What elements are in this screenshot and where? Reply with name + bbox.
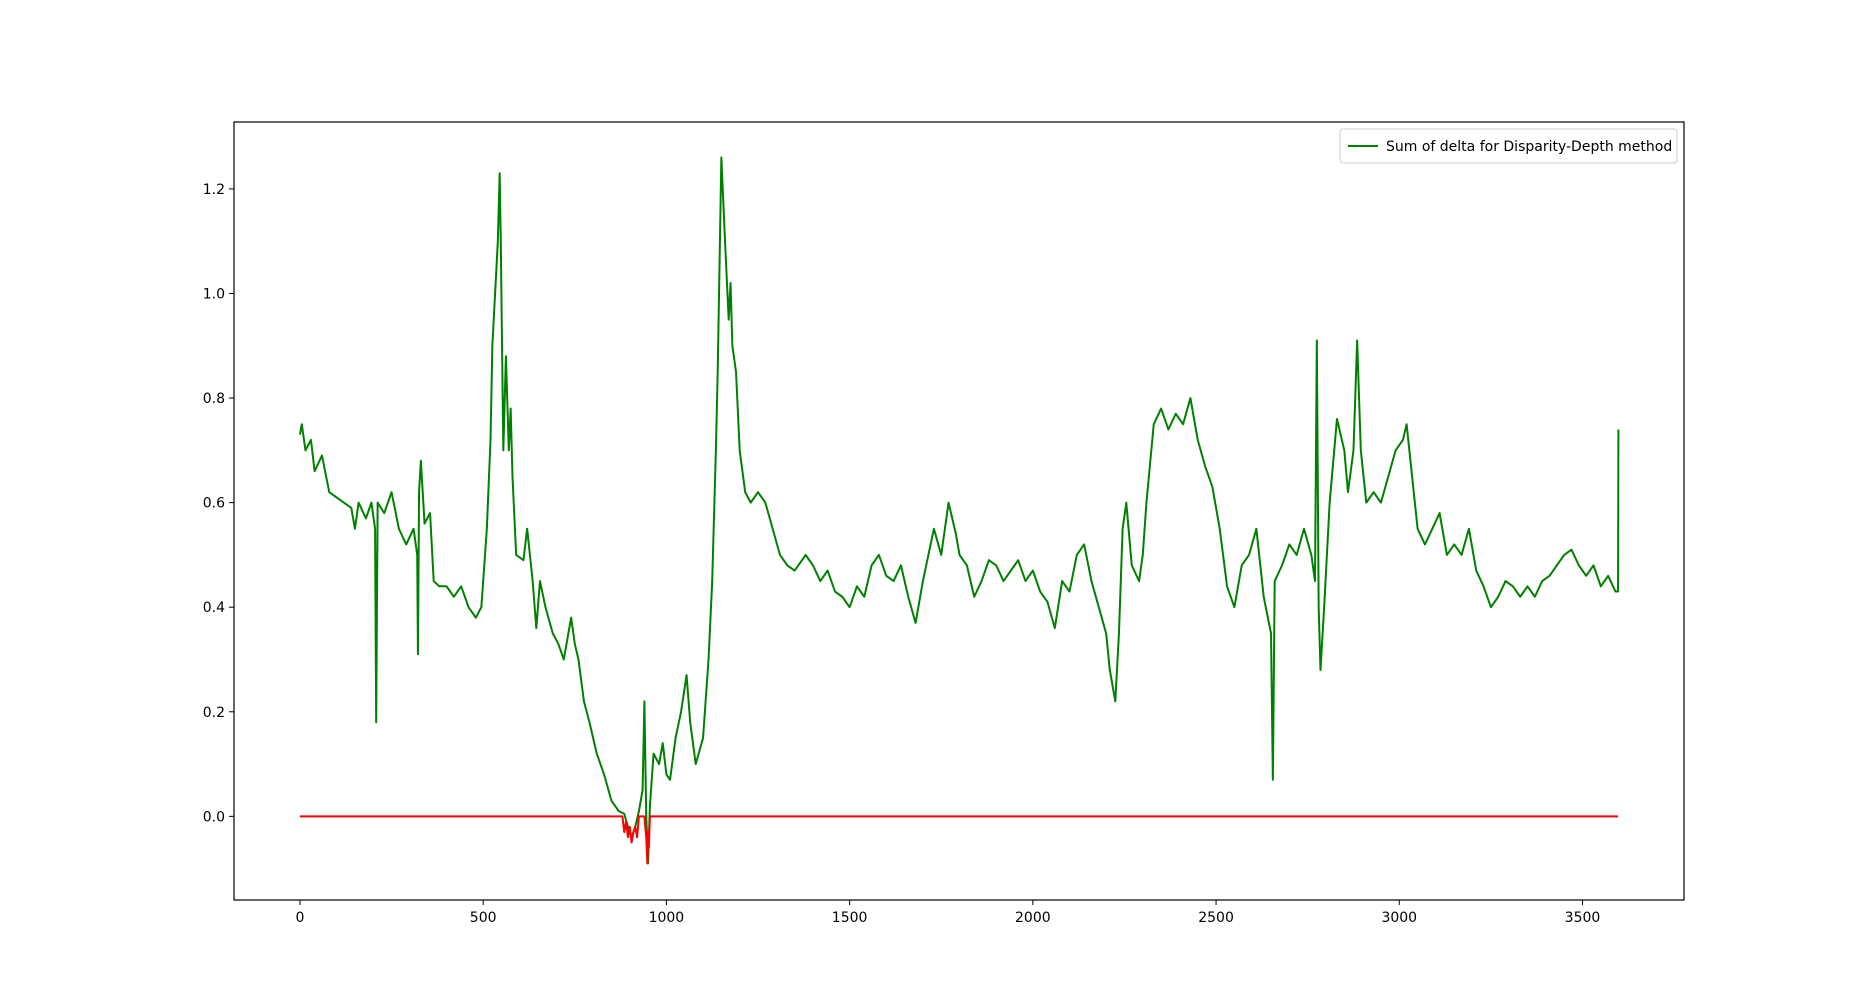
x-tick-label: 3000 bbox=[1381, 910, 1417, 926]
y-tick-label: 0.2 bbox=[203, 705, 225, 721]
x-tick-label: 0 bbox=[295, 910, 304, 926]
legend-label: Sum of delta for Disparity-Depth method bbox=[1386, 139, 1672, 155]
x-tick-label: 3500 bbox=[1565, 910, 1601, 926]
x-tick-label: 2000 bbox=[1015, 910, 1051, 926]
plot-frame bbox=[233, 121, 1685, 901]
x-tick-label: 2500 bbox=[1198, 910, 1234, 926]
data-line bbox=[298, 156, 1620, 865]
y-tick-label: 0.4 bbox=[203, 600, 225, 616]
legend-box bbox=[1339, 128, 1678, 164]
x-tick-label: 1000 bbox=[649, 910, 685, 926]
y-tick-label: 0.0 bbox=[203, 809, 225, 825]
x-tick-label: 500 bbox=[470, 910, 497, 926]
x-tick-label: 1500 bbox=[832, 910, 868, 926]
y-tick-label: 0.8 bbox=[203, 391, 225, 407]
y-tick-label: 1.0 bbox=[203, 286, 225, 302]
y-tick-label: 1.2 bbox=[203, 182, 225, 198]
data-line bbox=[299, 815, 1619, 865]
y-tick-label: 0.6 bbox=[203, 496, 225, 512]
